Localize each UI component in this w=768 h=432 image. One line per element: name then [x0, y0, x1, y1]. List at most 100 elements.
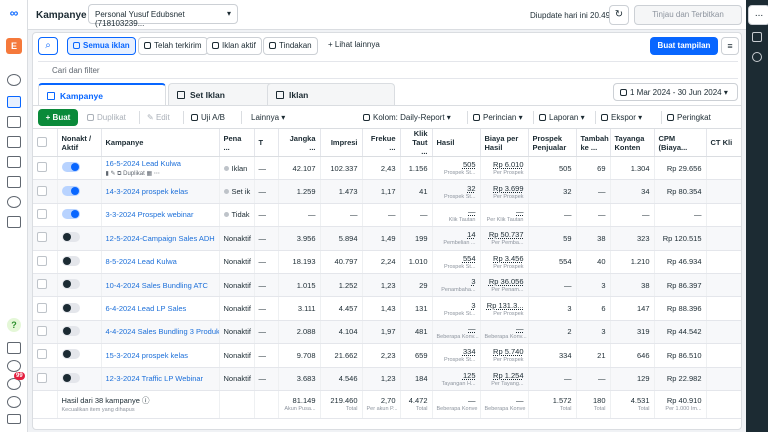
campaign-name-link[interactable]: 3-3-2024 Prospek webinar	[105, 210, 194, 220]
row-checkbox[interactable]	[33, 226, 58, 251]
campaign-toggle[interactable]	[61, 372, 80, 383]
cell-value[interactable]: 125	[462, 370, 476, 380]
cell-value[interactable]: —	[468, 206, 476, 216]
column-header[interactable]: Tayanga Konten	[610, 129, 655, 157]
column-header[interactable]: Jangka ...	[278, 129, 321, 157]
table-row[interactable]: 10-4-2024 Sales Bundling ATC Nonaktif — 1.0…	[33, 273, 741, 298]
ab-test-button[interactable]: Uji A/B	[191, 109, 225, 126]
export-dropdown[interactable]: Ekspor ▾	[601, 109, 642, 126]
cell-value[interactable]: Rp 36.056	[488, 277, 524, 287]
menu-icon[interactable]	[7, 216, 21, 228]
campaign-toggle[interactable]	[61, 232, 80, 243]
row-actions[interactable]: ▮ ✎ ⧉ Duplikat ▦ ⋯	[105, 170, 160, 177]
history-icon[interactable]	[752, 52, 762, 62]
campaign-toggle[interactable]	[61, 279, 80, 290]
filter-all-ads[interactable]: Semua iklan	[67, 37, 136, 55]
column-header[interactable]: Prospek Penjualar	[528, 129, 577, 157]
campaign-name-link[interactable]: 6-4-2024 Lead LP Sales	[105, 304, 187, 314]
row-checkbox[interactable]	[33, 343, 58, 368]
audience-icon[interactable]	[7, 196, 21, 208]
column-header[interactable]: Impresi	[320, 129, 363, 157]
row-checkbox[interactable]	[33, 250, 58, 274]
filter-active-ads[interactable]: Iklan aktif	[206, 37, 262, 55]
campaign-toggle[interactable]	[61, 325, 80, 336]
column-header[interactable]: CPM (Biaya...	[654, 129, 707, 157]
column-header[interactable]: T	[254, 129, 279, 157]
create-view-button[interactable]: Buat tampilan	[650, 37, 718, 55]
cell-value[interactable]: 3	[471, 277, 476, 287]
campaign-name-cell[interactable]: 12-5-2024-Campaign Sales ADH	[101, 226, 220, 251]
cell-value[interactable]: 505	[462, 160, 476, 170]
table-row[interactable]: 15-3-2024 prospek kelas Nonaktif — 9.708 21.…	[33, 343, 741, 368]
search-icon[interactable]	[7, 396, 21, 408]
row-checkbox[interactable]	[33, 156, 58, 181]
cell-value[interactable]: Rp 3.456	[493, 253, 524, 263]
campaign-name-link[interactable]: 4-4-2024 Sales Bundling 3 Produk	[105, 327, 219, 337]
row-checkbox[interactable]	[33, 273, 58, 298]
review-publish-button[interactable]: Tinjau dan Terbitkan	[634, 5, 742, 25]
shortcuts-icon[interactable]	[7, 414, 21, 424]
filter-delivered[interactable]: Telah terkirim	[138, 37, 208, 55]
campaign-name-cell[interactable]: 16-5-2024 Lead Kulwa ▮ ✎ ⧉ Duplikat ▦ ⋯	[101, 156, 220, 181]
table-row[interactable]: 16-5-2024 Lead Kulwa ▮ ✎ ⧉ Duplikat ▦ ⋯ Ik…	[33, 156, 741, 181]
row-checkbox[interactable]	[33, 179, 58, 204]
campaign-toggle[interactable]	[61, 349, 80, 360]
campaign-name-link[interactable]: 8-5-2024 Lead Kulwa	[105, 257, 177, 267]
campaign-name-cell[interactable]: 6-4-2024 Lead LP Sales	[101, 296, 220, 321]
campaigns-grid-icon[interactable]	[7, 96, 21, 108]
cell-value[interactable]: —	[516, 206, 524, 216]
table-row[interactable]: 8-5-2024 Lead Kulwa Nonaktif — 18.193 40.797…	[33, 250, 741, 274]
column-header[interactable]: Kampanye	[101, 129, 220, 157]
cell-value[interactable]: Rp 50.737	[488, 230, 524, 240]
column-header[interactable]: Hasil	[432, 129, 481, 157]
edit-button[interactable]: ✎ Edit	[147, 109, 170, 126]
help-icon[interactable]: ?	[7, 318, 21, 332]
cell-value[interactable]: 14	[467, 230, 476, 240]
cell-value[interactable]: Rp 1.254	[493, 370, 524, 380]
column-header[interactable]: Biaya per Hasil	[480, 129, 529, 157]
search-button[interactable]: ⌕	[38, 37, 58, 55]
cell-value[interactable]: Rp 3.699	[493, 183, 524, 193]
list-icon[interactable]	[7, 136, 21, 148]
campaign-name-cell[interactable]: 8-5-2024 Lead Kulwa	[101, 250, 220, 274]
account-selector[interactable]: Personal Yusuf Edubsnet (718103239... ▾	[88, 4, 238, 28]
campaign-name-link[interactable]: 16-5-2024 Lead Kulwa	[105, 158, 181, 168]
row-checkbox[interactable]	[33, 320, 58, 345]
columns-dropdown[interactable]: Kolom: Daily-Report ▾	[363, 109, 451, 126]
date-range-picker[interactable]: 1 Mar 2024 - 30 Jun 2024 ▾	[613, 83, 738, 101]
account-avatar[interactable]: E	[6, 38, 22, 54]
tab-adsets[interactable]: Set Iklan	[168, 83, 296, 105]
column-header[interactable]: CT Kli	[706, 129, 741, 157]
more-options-button[interactable]: ...	[748, 5, 768, 25]
tab-ads[interactable]: Iklan	[267, 83, 395, 105]
more-actions-dropdown[interactable]: Lainnya ▾	[251, 113, 286, 122]
ranking-button[interactable]: Peringkat	[667, 109, 711, 126]
campaign-toggle[interactable]	[61, 162, 80, 173]
pages-icon[interactable]	[7, 116, 21, 128]
filter-settings-button[interactable]: ≡	[721, 37, 739, 55]
refresh-button[interactable]: ↻	[609, 5, 629, 25]
row-duplicate-link[interactable]: Duplikat	[123, 170, 145, 177]
filter-actions[interactable]: Tindakan	[263, 37, 318, 55]
megaphone-icon[interactable]	[7, 176, 21, 188]
cell-value[interactable]: 3	[471, 300, 476, 310]
campaign-toggle[interactable]	[61, 185, 80, 196]
column-header[interactable]: Frekue ...	[362, 129, 401, 157]
table-row[interactable]: 3-3-2024 Prospek webinar Tidak — — — — — — Klik …	[33, 203, 741, 228]
breakdown-dropdown[interactable]: Perincian ▾	[473, 109, 523, 126]
filter-more[interactable]: + Lihat lainnya	[323, 37, 385, 55]
campaign-name-link[interactable]: 12-3-2024 Traffic LP Webinar	[105, 374, 204, 384]
cell-value[interactable]: 334	[462, 347, 476, 357]
create-button[interactable]: + Buat	[38, 109, 78, 126]
smile-icon[interactable]	[7, 74, 21, 86]
tab-campaigns[interactable]: Kampanye	[38, 83, 166, 105]
campaign-name-cell[interactable]: 15-3-2024 prospek kelas	[101, 343, 220, 368]
cell-value[interactable]: 32	[467, 183, 476, 193]
table-row[interactable]: 4-4-2024 Sales Bundling 3 Produk Nonaktif…	[33, 320, 741, 345]
table-row[interactable]: 12-3-2024 Traffic LP Webinar Nonaktif — 3.6…	[33, 367, 741, 391]
cell-value[interactable]: 554	[462, 253, 476, 263]
duplicate-button[interactable]: Duplikat	[87, 109, 126, 126]
campaign-name-cell[interactable]: 12-3-2024 Traffic LP Webinar	[101, 367, 220, 391]
row-checkbox[interactable]	[33, 296, 58, 321]
report-icon[interactable]	[7, 342, 21, 354]
